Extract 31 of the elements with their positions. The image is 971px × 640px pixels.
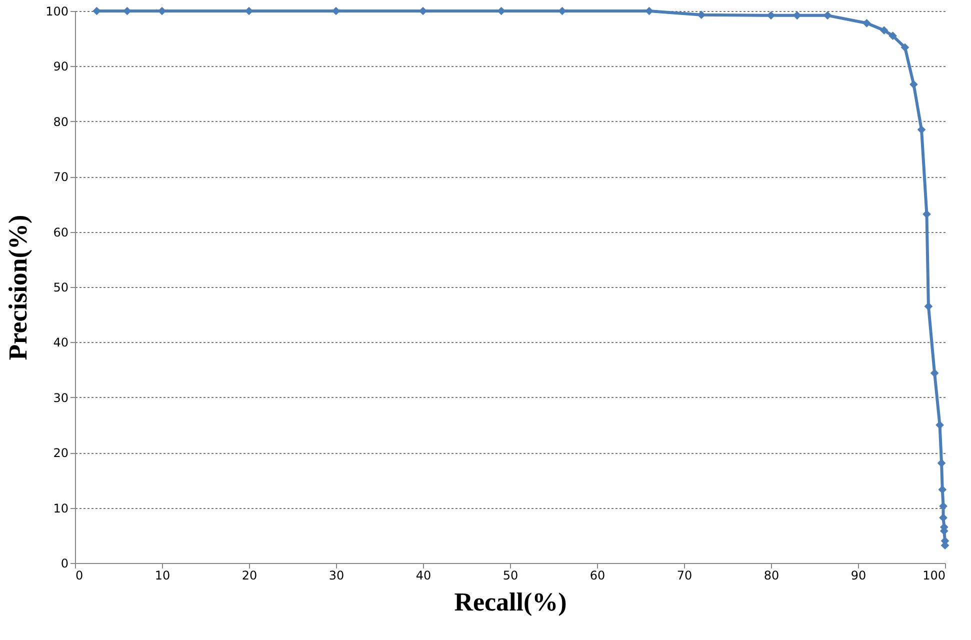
y-tick-label: 50: [53, 280, 68, 294]
x-tick-label: 80: [764, 568, 780, 582]
x-tick-label: 40: [416, 568, 432, 582]
point: [888, 32, 897, 40]
x-tick-label: 0: [76, 568, 84, 582]
y-tick-label: 40: [53, 336, 68, 350]
x-tick-label: 20: [242, 568, 258, 582]
y-tick-label: 70: [53, 170, 68, 184]
x-tick-label: 30: [328, 568, 344, 582]
y-tick-label: 80: [53, 114, 68, 129]
point: [880, 26, 888, 35]
x-axis-title: Recall(%): [454, 588, 567, 616]
x-tick-label: 90: [850, 568, 866, 582]
point: [917, 125, 926, 134]
y-tick-label: 100: [46, 4, 68, 18]
point: [909, 80, 918, 89]
point: [862, 18, 871, 28]
x-tick-label: 10: [154, 568, 170, 582]
x-tick-label: 50: [502, 568, 518, 582]
x-tick-label: 60: [590, 568, 606, 582]
point: [900, 43, 910, 52]
y-axis-title: Precision(%): [4, 214, 33, 360]
y-tick-label: 30: [53, 390, 68, 405]
y-tick-label: 60: [53, 225, 68, 240]
y-tick-label: 20: [53, 446, 68, 460]
x-tick-label: 100: [922, 568, 946, 582]
point: [939, 514, 948, 522]
x-tick-label: 70: [676, 568, 692, 582]
y-tick-label: 90: [53, 60, 68, 74]
y-tick-label: 10: [53, 501, 68, 516]
y-tick-label: 0: [60, 556, 68, 570]
